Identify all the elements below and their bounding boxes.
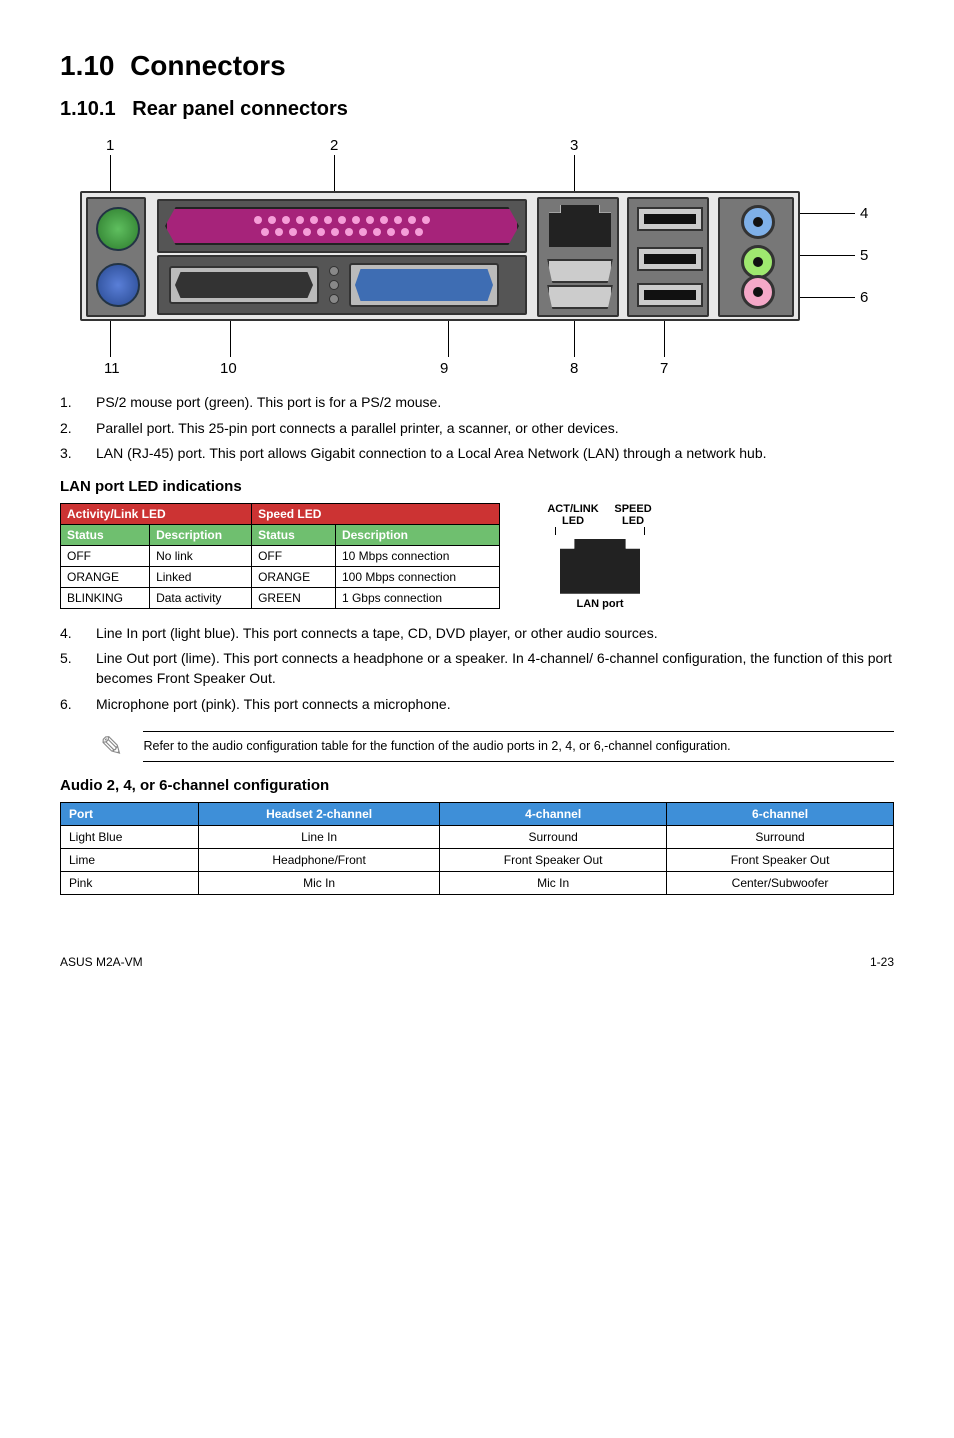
section-heading: 1.10.1 Rear panel connectors	[60, 98, 894, 121]
callout-5: 5	[860, 247, 868, 264]
section-title: Rear panel connectors	[132, 98, 348, 120]
leader-line	[795, 255, 855, 256]
table-group-header: Activity/Link LED	[61, 503, 252, 524]
usb-block	[627, 197, 709, 317]
table-header: Description	[335, 524, 499, 545]
callout-6: 6	[860, 289, 868, 306]
table-header: 4-channel	[440, 803, 667, 826]
callout-1: 1	[106, 137, 114, 154]
footer-left: ASUS M2A-VM	[60, 955, 143, 969]
table-group-header: Speed LED	[252, 503, 500, 524]
rear-panel-diagram: 1 2 3 4 5 6 7 8 9 10 11	[60, 137, 880, 377]
table-row: BLINKING Data activity GREEN 1 Gbps conn…	[61, 587, 500, 608]
list-item: 4.Line In port (light blue). This port c…	[60, 624, 894, 644]
lan-port-diagram: ACT/LINK LED SPEED LED LAN port	[540, 503, 660, 610]
led-table: Activity/Link LED Speed LED Status Descr…	[60, 503, 500, 609]
pencil-icon: ✎	[100, 730, 123, 763]
page-heading: 1.10 Connectors	[60, 50, 894, 82]
table-header: Description	[150, 524, 252, 545]
table-header: 6-channel	[667, 803, 894, 826]
leader-line	[110, 321, 111, 357]
lan-caption: LAN port	[540, 598, 660, 610]
leader-line	[795, 297, 855, 298]
line-out-jack	[741, 245, 775, 279]
com-vga-block	[157, 255, 527, 315]
ps2-mouse-port	[96, 207, 140, 251]
leader-line	[448, 321, 449, 357]
list-item: 5.Line Out port (lime). This port connec…	[60, 649, 894, 688]
table-header: Headset 2-channel	[198, 803, 439, 826]
leader-line	[110, 155, 111, 191]
audio-config-table: Port Headset 2-channel 4-channel 6-chann…	[60, 802, 894, 895]
table-row: OFF No link OFF 10 Mbps connection	[61, 545, 500, 566]
heading-number: 1.10	[60, 50, 115, 81]
callout-3: 3	[570, 137, 578, 154]
parallel-port	[157, 199, 527, 253]
leader-line	[574, 321, 575, 357]
list-item: 1.PS/2 mouse port (green). This port is …	[60, 393, 894, 413]
ps2-block	[86, 197, 146, 317]
rj45-port	[549, 205, 611, 247]
hdmi-port	[547, 259, 613, 283]
footer-right: 1-23	[870, 955, 894, 969]
usb-port	[637, 247, 703, 271]
section-number: 1.10.1	[60, 98, 116, 120]
table-header: Status	[61, 524, 150, 545]
mic-jack	[741, 275, 775, 309]
note-block: ✎ Refer to the audio configuration table…	[100, 730, 894, 763]
leader-line	[795, 213, 855, 214]
com-port	[169, 266, 319, 304]
list-item: 6.Microphone port (pink). This port conn…	[60, 695, 894, 715]
io-panel	[80, 191, 800, 321]
callout-7: 7	[660, 360, 668, 377]
led-heading: LAN port LED indications	[60, 478, 894, 495]
callout-10: 10	[220, 360, 237, 377]
table-row: ORANGE Linked ORANGE 100 Mbps connection	[61, 566, 500, 587]
line-in-jack	[741, 205, 775, 239]
speed-led-label: SPEED LED	[606, 503, 660, 527]
table-header: Status	[252, 524, 336, 545]
callout-2: 2	[330, 137, 338, 154]
usb-port	[637, 207, 703, 231]
audio-block	[718, 197, 794, 317]
lan-hdmi-block	[537, 197, 619, 317]
note-text: Refer to the audio configuration table f…	[143, 731, 894, 762]
usb-port	[637, 283, 703, 307]
leader-line	[664, 321, 665, 357]
list-item: 2.Parallel port. This 25-pin port connec…	[60, 419, 894, 439]
ps2-keyboard-port	[96, 263, 140, 307]
table-row: Pink Mic In Mic In Center/Subwoofer	[61, 872, 894, 895]
rj45-icon	[560, 539, 640, 594]
page-footer: ASUS M2A-VM 1-23	[60, 955, 894, 969]
act-link-label: ACT/LINK LED	[540, 503, 606, 527]
port-list-b: 4.Line In port (light blue). This port c…	[60, 624, 894, 714]
heading-title: Connectors	[130, 50, 286, 81]
list-item: 3.LAN (RJ-45) port. This port allows Gig…	[60, 444, 894, 464]
table-header: Port	[61, 803, 199, 826]
leader-line	[574, 155, 575, 191]
leader-line	[334, 155, 335, 191]
callout-8: 8	[570, 360, 578, 377]
port-list-a: 1.PS/2 mouse port (green). This port is …	[60, 393, 894, 464]
hdmi-port	[547, 285, 613, 309]
leader-line	[230, 321, 231, 357]
table-row: Lime Headphone/Front Front Speaker Out F…	[61, 849, 894, 872]
table-row: Light Blue Line In Surround Surround	[61, 826, 894, 849]
audio-heading: Audio 2, 4, or 6-channel configuration	[60, 777, 894, 794]
callout-9: 9	[440, 360, 448, 377]
callout-11: 11	[104, 360, 120, 377]
vga-port	[349, 263, 499, 307]
callout-4: 4	[860, 205, 868, 222]
